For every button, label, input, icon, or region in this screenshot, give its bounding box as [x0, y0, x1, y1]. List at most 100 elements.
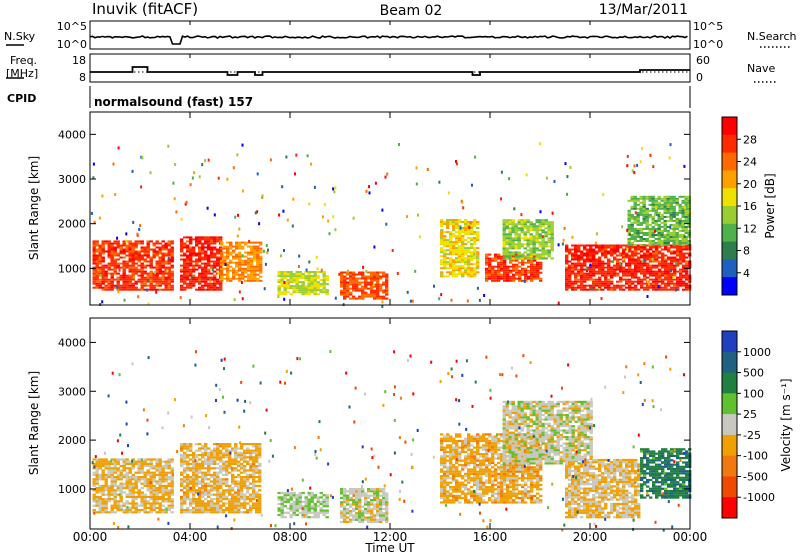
- heatmap-cell: [140, 509, 144, 512]
- heatmap-cell: [252, 506, 256, 509]
- heatmap-cell: [536, 265, 540, 268]
- heatmap-cell: [222, 491, 226, 494]
- heatmap-cell: [538, 241, 542, 244]
- heatmap-cell: [440, 231, 444, 234]
- heatmap-cell: [580, 254, 584, 257]
- heatmap-cell: [107, 493, 111, 496]
- heatmap-cell: [640, 250, 644, 253]
- heatmap-cell: [256, 269, 260, 272]
- colorbar-swatch: [722, 152, 737, 171]
- heatmap-cell: [471, 183, 473, 187]
- heatmap-cell: [219, 482, 223, 485]
- heatmap-cell: [547, 253, 551, 256]
- heatmap-cell: [201, 256, 205, 259]
- heatmap-cell: [461, 265, 465, 268]
- colorbar-tick-label: 24: [743, 156, 757, 169]
- heatmap-cell: [186, 270, 190, 273]
- heatmap-cell: [140, 504, 144, 507]
- heatmap-cell: [343, 287, 347, 290]
- heatmap-cell: [234, 215, 237, 219]
- heatmap-cell: [104, 272, 108, 275]
- heatmap-cell: [440, 239, 444, 242]
- heatmap-cell: [137, 240, 141, 243]
- heatmap-cell: [307, 494, 311, 497]
- heatmap-cell: [292, 275, 296, 278]
- heatmap-cell: [137, 258, 141, 261]
- heatmap-cell: [235, 255, 239, 258]
- heatmap-cell: [134, 258, 138, 261]
- colorbar-swatch: [722, 241, 737, 260]
- heatmap-cell: [259, 255, 263, 258]
- heatmap-cell: [646, 272, 650, 275]
- heatmap-cell: [104, 467, 108, 470]
- heatmap-cell: [652, 266, 656, 269]
- heatmap-cell: [250, 277, 254, 280]
- heatmap-cell: [583, 264, 587, 267]
- heatmap-cell: [649, 258, 653, 261]
- heatmap-cell: [256, 253, 260, 256]
- heatmap-cell: [155, 489, 159, 492]
- heatmap-cell: [636, 229, 640, 232]
- heatmap-cell: [338, 272, 341, 276]
- heatmap-cell: [243, 471, 247, 474]
- heatmap-cell: [634, 288, 638, 291]
- heatmap-cell: [167, 504, 171, 507]
- heatmap-cell: [189, 252, 193, 255]
- heatmap-cell: [186, 467, 190, 470]
- heatmap-cell: [663, 240, 667, 242]
- heatmap-cell: [648, 240, 652, 242]
- heatmap-cell: [508, 245, 512, 248]
- heatmap-cell: [186, 495, 190, 498]
- heatmap-cell: [673, 264, 677, 267]
- heatmap-cell: [207, 256, 211, 259]
- heatmap-cell: [676, 246, 680, 249]
- heatmap-cell: [204, 288, 208, 291]
- heatmap-cell: [521, 279, 525, 282]
- heatmap-cell: [565, 244, 569, 247]
- heatmap-cell: [240, 504, 244, 507]
- heatmap-cell: [92, 268, 96, 271]
- heatmap-cell: [228, 471, 232, 474]
- heatmap-cell: [174, 163, 177, 166]
- heatmap-cell: [642, 227, 646, 230]
- heatmap-cell: [289, 505, 293, 508]
- heatmap-cell: [198, 238, 202, 241]
- heatmap-cell: [485, 273, 489, 276]
- heatmap-cell: [523, 247, 527, 250]
- heatmap-cell: [660, 234, 664, 236]
- heatmap-cell: [240, 491, 244, 494]
- heatmap-cell: [98, 467, 102, 470]
- heatmap-cell: [476, 237, 480, 240]
- heatmap-cell: [258, 222, 261, 226]
- heatmap-cell: [170, 469, 174, 472]
- heatmap-cell: [213, 242, 217, 245]
- heatmap-cell: [633, 219, 637, 222]
- heatmap-cell: [610, 274, 614, 277]
- heatmap-cell: [660, 244, 664, 246]
- heatmap-cell: [252, 462, 256, 465]
- heatmap-cell: [113, 480, 117, 483]
- heatmap-cell: [189, 254, 193, 257]
- heatmap-cell: [131, 252, 135, 255]
- heatmap-cell: [515, 265, 519, 268]
- heatmap-cell: [488, 253, 492, 256]
- heatmap-cell: [574, 266, 578, 269]
- heatmap-cell: [505, 237, 509, 240]
- heatmap-cell: [470, 223, 474, 225]
- heatmap-cell: [622, 278, 626, 281]
- heatmap-cell: [213, 493, 217, 496]
- heatmap-cell: [491, 257, 495, 260]
- heatmap-cell: [113, 278, 117, 281]
- heatmap-cell: [189, 478, 193, 481]
- heatmap-cell: [204, 443, 208, 446]
- heatmap-cell: [280, 285, 284, 288]
- heatmap-cell: [228, 504, 232, 507]
- heatmap-cell: [161, 471, 165, 474]
- heatmap-cell: [595, 266, 599, 269]
- heatmap-cell: [512, 277, 516, 280]
- heatmap-cell: [216, 478, 220, 481]
- heatmap-cell: [370, 275, 374, 278]
- heatmap-cell: [643, 262, 647, 265]
- heatmap-cell: [170, 288, 174, 291]
- heatmap-cell: [478, 298, 481, 302]
